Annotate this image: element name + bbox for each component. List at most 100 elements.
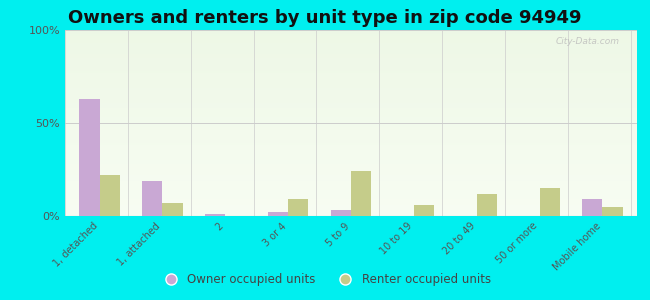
Bar bbox=[414, 205, 434, 216]
Bar bbox=[65, 207, 637, 208]
Bar bbox=[65, 86, 637, 88]
Bar bbox=[65, 157, 637, 158]
Bar bbox=[65, 175, 637, 177]
Bar bbox=[65, 52, 637, 54]
Bar bbox=[65, 214, 637, 216]
Bar bbox=[288, 199, 308, 216]
Bar bbox=[65, 147, 637, 149]
Bar bbox=[65, 190, 637, 192]
Bar bbox=[65, 54, 637, 56]
Bar bbox=[65, 173, 637, 175]
Bar bbox=[79, 99, 99, 216]
Bar bbox=[65, 43, 637, 45]
Bar bbox=[65, 97, 637, 99]
Bar bbox=[65, 132, 637, 134]
Bar bbox=[65, 45, 637, 47]
Bar bbox=[65, 117, 637, 119]
Bar bbox=[65, 208, 637, 210]
Bar bbox=[65, 194, 637, 196]
Bar bbox=[65, 103, 637, 104]
Bar bbox=[65, 138, 637, 140]
Bar bbox=[65, 76, 637, 78]
Bar bbox=[65, 166, 637, 168]
Bar bbox=[65, 47, 637, 49]
Bar bbox=[65, 151, 637, 153]
Bar bbox=[65, 101, 637, 103]
Bar bbox=[331, 210, 351, 216]
Bar bbox=[65, 95, 637, 97]
Bar bbox=[65, 212, 637, 214]
Bar bbox=[65, 179, 637, 181]
Bar bbox=[540, 188, 560, 216]
Bar bbox=[65, 110, 637, 112]
Bar bbox=[65, 84, 637, 86]
Bar bbox=[65, 112, 637, 114]
Bar bbox=[65, 162, 637, 164]
Bar bbox=[65, 106, 637, 108]
Bar bbox=[65, 67, 637, 69]
Bar bbox=[65, 34, 637, 36]
Bar bbox=[65, 114, 637, 116]
Bar bbox=[65, 39, 637, 41]
Bar bbox=[65, 142, 637, 143]
Bar bbox=[65, 75, 637, 76]
Bar bbox=[65, 108, 637, 110]
Bar bbox=[65, 134, 637, 136]
Bar bbox=[65, 140, 637, 142]
Bar bbox=[65, 168, 637, 169]
Bar bbox=[205, 214, 226, 216]
Bar bbox=[65, 60, 637, 61]
Bar bbox=[65, 38, 637, 39]
Bar bbox=[65, 182, 637, 184]
Bar bbox=[582, 199, 603, 216]
Bar bbox=[65, 164, 637, 166]
Bar bbox=[65, 64, 637, 65]
Bar bbox=[65, 99, 637, 101]
Bar bbox=[65, 56, 637, 58]
Bar bbox=[65, 196, 637, 197]
Bar bbox=[65, 78, 637, 80]
Bar bbox=[65, 201, 637, 203]
Bar bbox=[65, 127, 637, 129]
Bar bbox=[65, 149, 637, 151]
Bar bbox=[65, 199, 637, 201]
Bar bbox=[65, 177, 637, 179]
Bar bbox=[65, 129, 637, 130]
Bar bbox=[65, 65, 637, 67]
Bar bbox=[65, 49, 637, 50]
Bar bbox=[65, 71, 637, 73]
Bar bbox=[65, 169, 637, 171]
Bar bbox=[65, 154, 637, 157]
Bar bbox=[65, 136, 637, 138]
Bar bbox=[65, 58, 637, 60]
Bar bbox=[65, 89, 637, 92]
Bar bbox=[268, 212, 288, 216]
Bar bbox=[65, 41, 637, 43]
Bar bbox=[65, 181, 637, 182]
Bar bbox=[65, 123, 637, 125]
Bar bbox=[65, 119, 637, 121]
Bar bbox=[65, 121, 637, 123]
Bar bbox=[65, 143, 637, 145]
Bar bbox=[65, 171, 637, 173]
Bar bbox=[65, 36, 637, 38]
Bar bbox=[65, 197, 637, 199]
Bar bbox=[65, 104, 637, 106]
Bar bbox=[65, 210, 637, 212]
Bar bbox=[65, 188, 637, 190]
Bar bbox=[65, 93, 637, 95]
Bar bbox=[65, 61, 637, 64]
Bar bbox=[65, 203, 637, 205]
Bar bbox=[65, 125, 637, 127]
Bar bbox=[603, 207, 623, 216]
Bar bbox=[65, 158, 637, 160]
Bar bbox=[65, 186, 637, 188]
Bar bbox=[142, 181, 162, 216]
Text: Owners and renters by unit type in zip code 94949: Owners and renters by unit type in zip c… bbox=[68, 9, 582, 27]
Bar bbox=[351, 171, 371, 216]
Bar bbox=[65, 205, 637, 207]
Bar bbox=[65, 145, 637, 147]
Bar bbox=[65, 130, 637, 132]
Bar bbox=[65, 184, 637, 186]
Bar bbox=[65, 73, 637, 75]
